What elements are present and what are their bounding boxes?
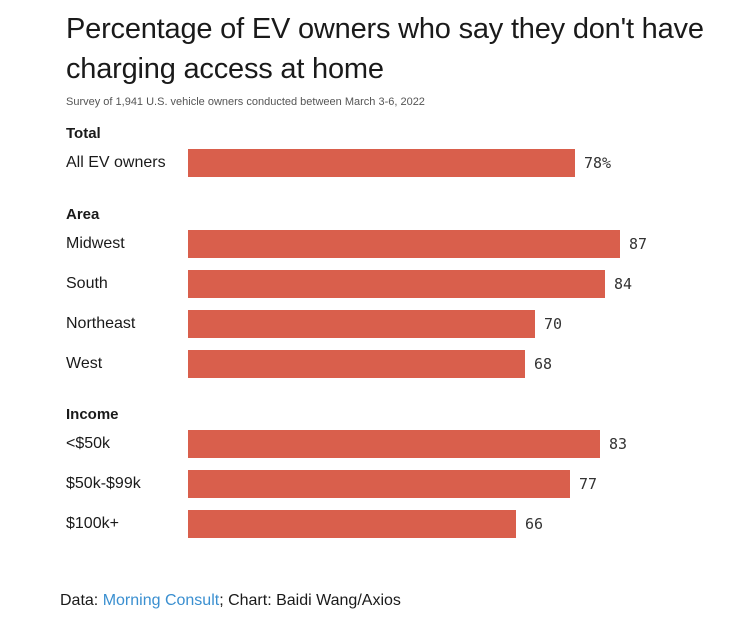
bar (188, 310, 535, 338)
bar-value-label: 70 (544, 315, 563, 333)
bar-value-label: 78% (584, 154, 612, 172)
row-label: West (66, 355, 103, 372)
bar-value-label: 68 (534, 355, 553, 373)
source-prefix: Data: (60, 592, 103, 609)
source-credit: Data: Morning Consult; Chart: Baidi Wang… (60, 592, 401, 610)
row-label: $100k+ (66, 515, 119, 532)
row-label: Midwest (66, 235, 125, 252)
group-title-area: Area (66, 206, 100, 223)
row-label: <$50k (66, 435, 111, 452)
morning-consult-link[interactable]: Morning Consult (102, 592, 220, 609)
bar (188, 230, 620, 258)
chart-subtitle: Survey of 1,941 U.S. vehicle owners cond… (66, 96, 425, 108)
group-title-income: Income (66, 406, 119, 423)
group-title-total: Total (66, 125, 101, 142)
bar-value-label: 84 (614, 275, 633, 293)
bar (188, 350, 525, 378)
chart-title: Percentage of EV owners who say they don… (66, 13, 704, 85)
bar-value-label: 87 (629, 235, 648, 253)
source-rest: ; Chart: Baidi Wang/Axios (219, 592, 401, 609)
row-label: South (66, 275, 108, 292)
bar (188, 430, 600, 458)
row-label: Northeast (66, 315, 136, 332)
bar (188, 270, 605, 298)
bar (188, 149, 575, 177)
bar-value-label: 66 (525, 515, 544, 533)
row-label: All EV owners (66, 154, 166, 171)
bar-value-label: 77 (579, 475, 598, 493)
bar-value-label: 83 (609, 435, 628, 453)
bar (188, 470, 570, 498)
bar (188, 510, 516, 538)
row-label: $50k-$99k (66, 475, 141, 492)
